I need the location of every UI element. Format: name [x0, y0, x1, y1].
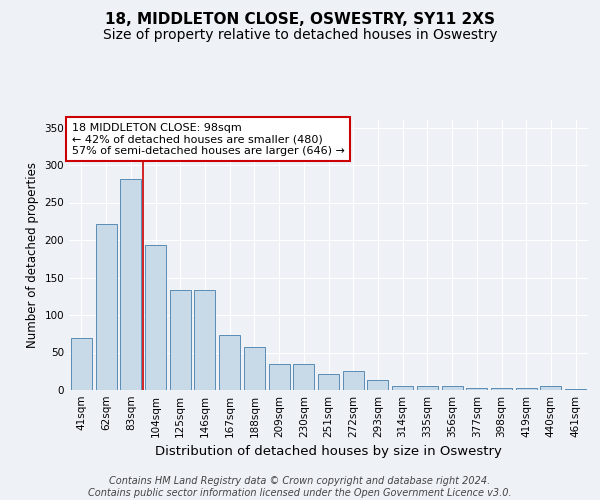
Bar — [120, 180, 141, 390]
Text: Contains HM Land Registry data © Crown copyright and database right 2024.
Contai: Contains HM Land Registry data © Crown c… — [88, 476, 512, 498]
X-axis label: Distribution of detached houses by size in Oswestry: Distribution of detached houses by size … — [155, 446, 502, 458]
Bar — [170, 290, 191, 390]
Bar — [244, 347, 265, 390]
Bar — [541, 386, 562, 390]
Text: Size of property relative to detached houses in Oswestry: Size of property relative to detached ho… — [103, 28, 497, 42]
Bar — [343, 371, 364, 390]
Bar — [95, 224, 116, 390]
Bar — [442, 386, 463, 390]
Bar — [194, 290, 215, 390]
Bar — [466, 388, 487, 390]
Bar — [417, 386, 438, 390]
Bar — [318, 374, 339, 390]
Bar — [219, 335, 240, 390]
Bar — [516, 388, 537, 390]
Y-axis label: Number of detached properties: Number of detached properties — [26, 162, 39, 348]
Text: 18, MIDDLETON CLOSE, OSWESTRY, SY11 2XS: 18, MIDDLETON CLOSE, OSWESTRY, SY11 2XS — [105, 12, 495, 28]
Bar — [367, 380, 388, 390]
Bar — [269, 364, 290, 390]
Bar — [145, 245, 166, 390]
Bar — [392, 386, 413, 390]
Bar — [71, 338, 92, 390]
Bar — [565, 388, 586, 390]
Bar — [491, 388, 512, 390]
Bar — [293, 364, 314, 390]
Text: 18 MIDDLETON CLOSE: 98sqm
← 42% of detached houses are smaller (480)
57% of semi: 18 MIDDLETON CLOSE: 98sqm ← 42% of detac… — [71, 122, 344, 156]
